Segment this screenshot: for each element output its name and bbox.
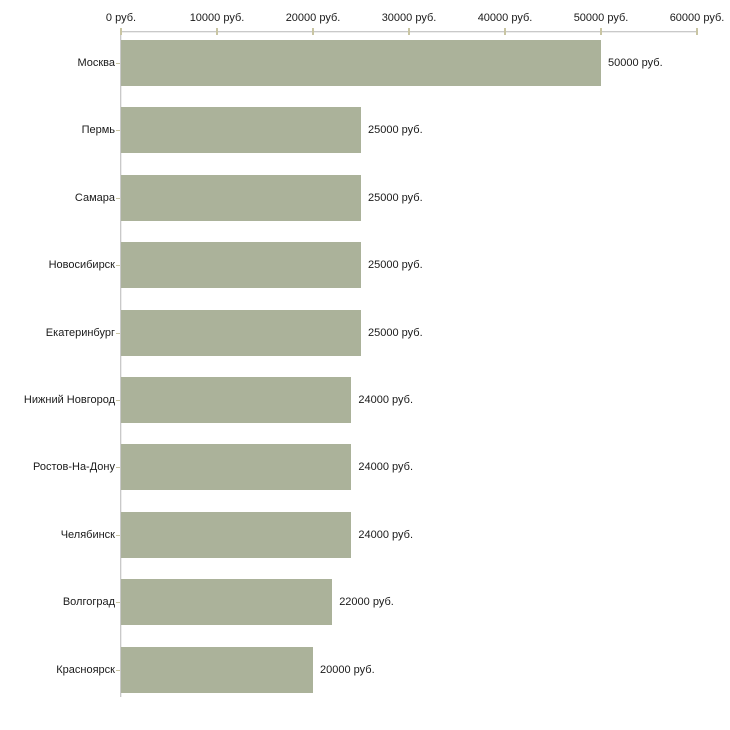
value-label: 50000 руб. [608,57,663,69]
category-label: Самара [74,191,115,204]
x-axis-tick [216,28,218,35]
x-axis-tick-label: 50000 руб. [573,12,629,24]
value-label: 20000 руб. [320,663,375,676]
category-tick [116,198,120,199]
bar-Екатеринбург [121,309,361,356]
x-axis-tick-label: 10000 руб. [189,12,245,24]
x-axis-tick-label: 30000 руб. [381,12,437,24]
category-tick [116,535,120,536]
category-label: Москва [77,57,115,69]
category-label: Пермь [81,124,115,137]
x-axis-tick-label: 0 руб. [105,12,137,24]
category-label: Красноярск [56,663,115,676]
x-axis-tick-label: 20000 руб. [285,12,341,24]
category-label: Новосибирск [48,259,115,272]
x-axis-tick [600,28,602,35]
x-axis-tick-label: 60000 руб. [669,12,725,24]
bar-Самара [121,174,361,221]
value-label: 24000 руб. [358,528,414,541]
category-tick [116,265,120,266]
x-axis-tick [504,28,506,35]
category-label: Ростов-На-Дону [32,461,115,474]
category-tick [116,130,120,131]
category-label: Екатеринбург [45,326,115,339]
value-label: 25000 руб. [368,259,423,272]
value-label: 24000 руб. [358,394,414,406]
category-tick [116,333,120,334]
value-label: 25000 руб. [368,191,423,204]
bar-Новосибирск [121,242,361,289]
bar-Волгоград [121,579,333,626]
x-axis-tick [120,28,122,35]
category-tick [116,602,120,603]
category-tick [116,467,120,468]
value-label: 24000 руб. [358,461,414,474]
bar-Челябинск [121,511,352,558]
x-axis-tick [312,28,314,35]
value-label: 25000 руб. [368,124,423,137]
bar-Нижний Новгород [121,377,352,423]
category-tick [116,670,120,671]
bar-Москва [121,40,601,86]
bar-Ростов-На-Дону [121,444,352,491]
value-label: 25000 руб. [368,326,423,339]
bar-Пермь [121,107,361,154]
bar-Красноярск [121,646,313,693]
category-label: Челябинск [60,528,115,541]
value-label: 22000 руб. [339,596,394,609]
category-label: Нижний Новгород [23,394,115,406]
x-axis-tick [408,28,410,35]
x-axis-tick [696,28,698,35]
category-tick [116,63,120,64]
category-label: Волгоград [62,596,115,609]
x-axis-tick-label: 40000 руб. [477,12,533,24]
category-tick [116,400,120,401]
y-axis-line [120,31,122,697]
